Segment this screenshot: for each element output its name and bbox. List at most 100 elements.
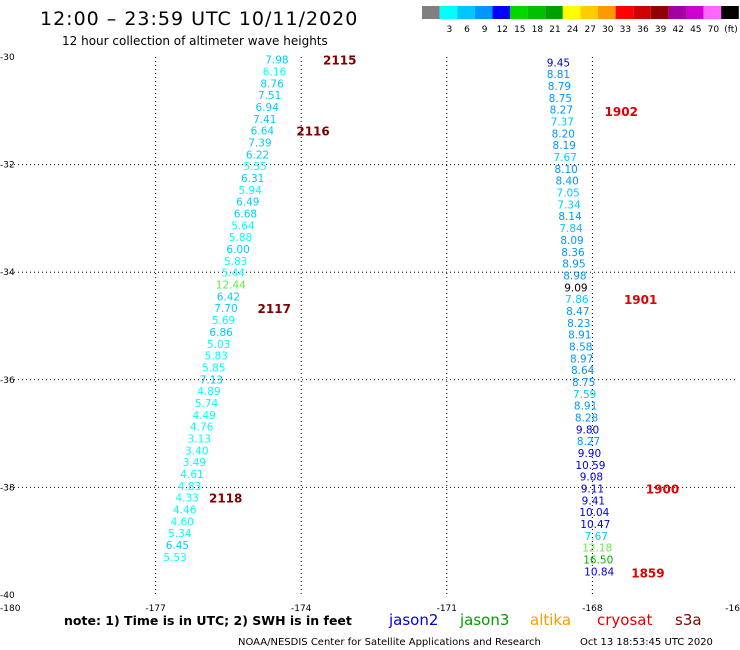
swh-value-s3a: 6.16 (263, 67, 287, 79)
swh-value-jason2: 8.27 (577, 436, 600, 448)
swh-value-jason2: 8.36 (561, 247, 585, 259)
satellite-cryosat: cryosat (597, 611, 652, 629)
y-tick-label: -36 (0, 376, 15, 386)
legend-swatch (668, 6, 686, 19)
legend-label: 21 (549, 25, 560, 35)
legend-swatch (510, 6, 528, 19)
legend-label: 6 (464, 25, 470, 35)
swh-value-s3a: 4.49 (192, 410, 215, 422)
swh-value-s3a: 5.74 (195, 398, 219, 410)
swh-value-jason2: 10.04 (579, 507, 609, 519)
swh-value-jason2: 9.80 (576, 424, 599, 436)
x-tick-label: -180 (0, 604, 21, 614)
legend-swatch (633, 6, 651, 19)
swh-value-jason2: 8.40 (555, 176, 578, 188)
swh-value-jason2: 8.97 (570, 353, 593, 365)
legend-swatch (686, 6, 704, 19)
legend-label: 45 (690, 25, 701, 35)
swh-value-s3a: 7.51 (258, 90, 281, 102)
swh-value-s3a: 5.53 (163, 552, 186, 564)
swh-value-jason2: 8.98 (563, 270, 586, 282)
swh-value-s3a: 5.83 (205, 351, 228, 363)
legend-swatch (721, 6, 739, 19)
swh-value-jason2: 9.45 (547, 57, 570, 69)
swh-value-jason2: 8.23 (567, 318, 590, 330)
swh-value-jason2: 8.95 (562, 259, 585, 271)
pass-time-label: 2116 (296, 125, 329, 139)
x-tick-label: -177 (145, 604, 165, 614)
swh-value-s3a: 4.83 (178, 481, 201, 493)
satellite-jason2: jason2 (388, 611, 438, 629)
swh-value-jason2: 8.10 (554, 164, 577, 176)
swh-value-s3a: 6.22 (246, 149, 269, 161)
legend-label: 9 (482, 25, 488, 35)
swh-value-jason2: 7.05 (556, 188, 579, 200)
swh-value-jason2: 9.11 (581, 483, 604, 495)
legend-swatch (650, 6, 669, 19)
swh-value-s3a: 3.13 (188, 433, 211, 445)
swh-value-jason2: 7.67 (554, 152, 577, 164)
swh-value-jason2: 7.84 (559, 223, 583, 235)
swh-value-jason2: 8.19 (553, 140, 576, 152)
legend-label: 15 (514, 25, 525, 35)
swh-value-s3a: 7.13 (200, 374, 223, 386)
legend-label: 39 (655, 25, 667, 35)
swh-value-s3a: 6.94 (256, 102, 280, 114)
legend-swatch (562, 6, 581, 19)
legend-swatch (527, 6, 546, 19)
legend-label: 12 (496, 25, 507, 35)
units-note: note: 1) Time is in UTC; 2) SWH is in fe… (64, 613, 352, 628)
axis-labels: -30 -32 -34 -36 -38 -40 -180 -177 -174 -171 -168 -1… (0, 53, 740, 614)
swh-value-jason2: 7.86 (565, 294, 589, 306)
x-tick-label: -168 (582, 604, 603, 614)
swh-value-s3a: 5.69 (212, 315, 235, 327)
swh-value-jason2: 8.27 (550, 105, 573, 117)
timestamp-text: Oct 13 18:53:45 UTC 2020 (580, 637, 713, 648)
chart-subtitle: 12 hour collection of altimeter wave hei… (62, 34, 328, 48)
legend-label: (ft) (724, 25, 738, 35)
pass-time-label: 2115 (323, 54, 356, 68)
satellite-legend: jason2 jason3 altika cryosat s3a (388, 611, 702, 629)
swh-value-s3a: 3.49 (183, 457, 206, 469)
swh-value-s3a: 8.76 (260, 78, 284, 90)
legend-swatch (598, 6, 616, 19)
swh-value-jason2: 8.14 (558, 211, 582, 223)
swh-value-jason2: 8.28 (575, 412, 598, 424)
pass-time-label: 1901 (624, 293, 657, 307)
satellite-s3a: s3a (675, 611, 702, 629)
pass-time-label: 1902 (605, 105, 638, 119)
y-tick-label: -30 (0, 53, 15, 63)
swh-value-s3a: 5.44 (222, 268, 246, 280)
swh-value-s3a: 6.49 (236, 197, 259, 209)
legend-swatch (439, 6, 458, 19)
swh-value-jason2: 9.41 (582, 495, 605, 507)
y-tick-label: -38 (0, 483, 15, 493)
swh-value-s3a: 6.42 (217, 291, 240, 303)
legend-swatch (474, 6, 493, 19)
data-points: 7.986.168.767.516.947.416.647.396.225.55… (163, 55, 614, 579)
legend-swatch (615, 6, 634, 19)
swh-value-jason2: 8.20 (552, 128, 575, 140)
pass-time-labels: 2115 2116 2117 2118 1902 1901 1900 1859 (209, 54, 679, 581)
swh-value-jason2: 10.84 (584, 566, 614, 578)
pass-time-label: 2117 (258, 302, 291, 316)
grid-lines (10, 57, 738, 595)
swh-value-jason2: 8.47 (566, 306, 589, 318)
satellite-altika: altika (530, 611, 571, 629)
swh-value-jason2: 12.18 (582, 543, 612, 555)
y-tick-label: -40 (0, 591, 15, 601)
swh-value-s3a: 7.98 (265, 55, 288, 67)
swh-value-jason2: 8.09 (560, 235, 583, 247)
legend-swatch (703, 6, 722, 19)
x-tick-label: -174 (291, 604, 312, 614)
swh-value-jason2: 7.37 (551, 117, 574, 129)
legend-swatch (492, 6, 510, 19)
pass-time-label: 1859 (631, 566, 664, 580)
swh-value-jason2: 8.75 (572, 377, 595, 389)
swh-value-s3a: 6.68 (234, 209, 257, 221)
swh-value-s3a: 5.55 (243, 161, 266, 173)
swh-value-s3a: 5.34 (168, 528, 192, 540)
swh-value-s3a: 6.64 (251, 126, 275, 138)
legend-label: 70 (708, 25, 720, 35)
